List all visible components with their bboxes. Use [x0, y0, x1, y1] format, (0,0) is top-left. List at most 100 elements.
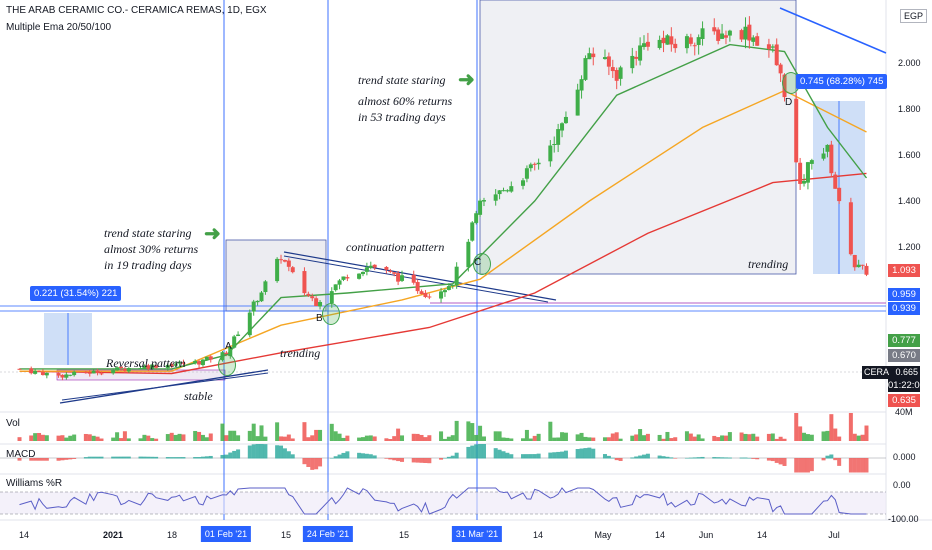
- volume-bar: [700, 438, 705, 441]
- volume-bar: [470, 423, 475, 441]
- arrow-right-icon: ➜: [204, 223, 221, 245]
- annotation-trend1-line1[interactable]: trend state staring: [104, 226, 192, 240]
- candle-body: [848, 202, 853, 255]
- macd-bar: [224, 454, 229, 459]
- macd-bar: [778, 458, 783, 465]
- volume-bar: [478, 425, 483, 441]
- indicator-legend[interactable]: Multiple Ema 20/50/100: [6, 22, 112, 33]
- volume-bar: [177, 433, 182, 441]
- candle-body: [805, 162, 810, 183]
- trend-box-2[interactable]: [479, 0, 797, 275]
- macd-bar: [310, 458, 315, 470]
- macd-bar: [723, 457, 728, 459]
- x-tick-highlight-24-feb[interactable]: 24 Feb '21: [302, 526, 354, 542]
- macd-bar: [122, 456, 127, 459]
- volume-bar: [446, 436, 451, 441]
- candle-body: [614, 70, 619, 81]
- currency-badge[interactable]: EGP: [900, 9, 928, 23]
- annotation-trend1-line2[interactable]: almost 30% returns: [104, 242, 199, 256]
- volume-bar: [837, 436, 842, 441]
- trendline-resistance[interactable]: [779, 7, 887, 54]
- macd-bar: [384, 458, 389, 459]
- pane-label-willr[interactable]: Williams %R: [6, 478, 63, 489]
- point-a-circle[interactable]: [218, 354, 236, 376]
- annotation-trend1-line3[interactable]: in 19 trading days: [104, 258, 192, 272]
- macd-bar: [208, 455, 213, 459]
- point-b-circle[interactable]: [322, 303, 340, 325]
- price-countdown: 01:22:07: [888, 379, 925, 392]
- volume-bar: [341, 437, 346, 441]
- annotation-trending-d[interactable]: trending: [748, 257, 789, 271]
- macd-bar: [618, 458, 623, 461]
- candle-body: [802, 180, 807, 184]
- volume-bar: [860, 434, 865, 441]
- macd-bar: [556, 451, 561, 459]
- annotation-trend2-line1[interactable]: trend state staring: [358, 73, 446, 87]
- candle-body: [306, 293, 311, 296]
- pane-label-vol[interactable]: Vol: [6, 418, 20, 429]
- chart-title: THE ARAB CERAMIC CO.- CERAMICA REMAS, 1D…: [6, 5, 267, 16]
- willr-min-label: -100.00: [888, 514, 919, 524]
- point-c-circle[interactable]: [473, 253, 491, 275]
- candle-body: [563, 116, 568, 124]
- trendline-upper-2[interactable]: [283, 255, 549, 303]
- volume-bar: [556, 437, 561, 441]
- trendline-upper-1[interactable]: [283, 251, 557, 301]
- volume-bar: [91, 435, 96, 441]
- candle-body: [72, 371, 77, 376]
- measure-up-label[interactable]: 0.221 (31.54%) 221: [30, 286, 122, 301]
- volume-bar: [400, 435, 405, 441]
- volume-bar: [279, 436, 284, 441]
- volume-bar: [587, 437, 592, 441]
- annotation-continuation[interactable]: continuation pattern: [346, 240, 445, 254]
- macd-bar: [400, 458, 405, 462]
- candle-body: [630, 55, 635, 69]
- candle-body: [357, 273, 362, 279]
- candle-body: [642, 43, 647, 47]
- volume-bar: [825, 430, 830, 441]
- volume-bar: [259, 425, 264, 441]
- macd-bar: [306, 458, 311, 467]
- volume-bar: [474, 434, 479, 441]
- candle-body: [774, 44, 779, 66]
- candle-body: [118, 366, 123, 369]
- candle-body: [751, 37, 756, 42]
- candle-body: [575, 89, 580, 116]
- volume-bar: [583, 436, 588, 441]
- macd-bar: [396, 458, 401, 462]
- annotation-trend2-line3[interactable]: in 53 trading days: [358, 110, 446, 124]
- annotation-reversal[interactable]: Reversal pattern: [106, 356, 186, 370]
- volume-bar: [345, 435, 350, 441]
- macd-bar: [118, 456, 123, 459]
- x-tick-highlight-31-mar[interactable]: 31 Mar '21: [451, 526, 503, 542]
- ema-50-line: [19, 89, 867, 372]
- measure-down-label[interactable]: 0.745 (68.28%) 745: [796, 74, 888, 89]
- candle-body: [415, 282, 420, 292]
- macd-bar: [64, 458, 69, 460]
- candle-body: [638, 45, 643, 61]
- volume-bar: [290, 438, 295, 441]
- willr-line: [19, 487, 867, 515]
- candle-body: [864, 265, 869, 275]
- candle-body: [126, 368, 131, 372]
- macd-bar: [173, 457, 178, 459]
- candle-body: [684, 36, 689, 49]
- annotation-stable[interactable]: stable: [184, 389, 213, 403]
- volume-bar: [333, 431, 338, 441]
- macd-bar: [154, 456, 159, 459]
- macd-bar: [439, 458, 444, 460]
- x-tick-highlight-01-feb[interactable]: 01 Feb '21: [200, 526, 252, 542]
- volume-bar: [642, 435, 647, 441]
- macd-bar: [318, 458, 323, 467]
- annotation-trending-a[interactable]: trending: [280, 346, 321, 360]
- volume-bar: [360, 437, 365, 441]
- pane-label-macd[interactable]: MACD: [6, 449, 36, 460]
- trendline-lower-2[interactable]: [61, 372, 269, 401]
- macd-bar: [755, 458, 760, 460]
- annotation-trend2-line2[interactable]: almost 60% returns: [358, 94, 453, 108]
- volume-bar: [794, 413, 799, 441]
- macd-bar: [329, 458, 334, 459]
- volume-bar: [782, 438, 787, 441]
- candle-body: [856, 264, 861, 268]
